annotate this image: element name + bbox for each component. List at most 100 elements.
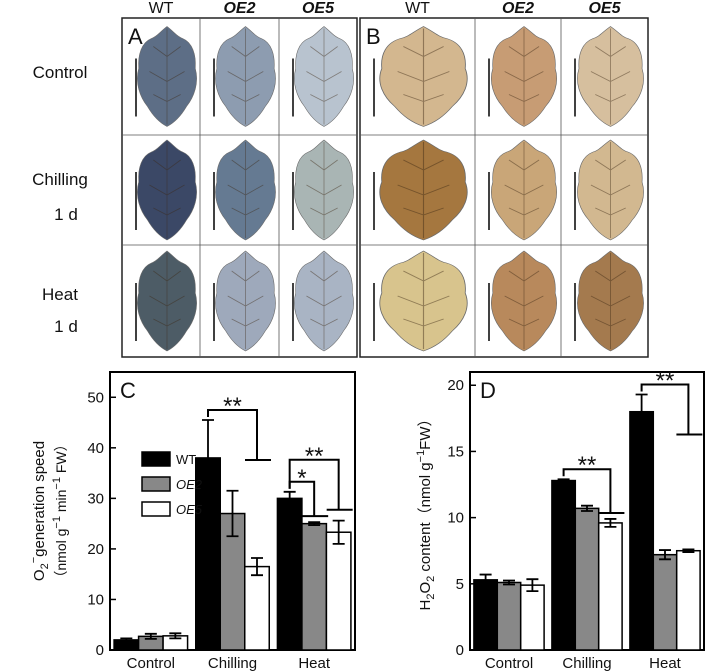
label-part: FW） bbox=[53, 437, 69, 477]
significance-label: * bbox=[297, 465, 306, 492]
column-header: WT bbox=[149, 0, 174, 17]
legend-swatch bbox=[141, 476, 171, 492]
label-part: 2 bbox=[39, 563, 51, 569]
leaf bbox=[490, 139, 558, 241]
leaf-vein bbox=[590, 253, 631, 349]
leaf-photo bbox=[137, 139, 197, 241]
leaf-vein bbox=[149, 253, 185, 349]
y-tick-label: 20 bbox=[87, 541, 104, 558]
x-tick-label: Heat bbox=[649, 655, 682, 671]
leaf bbox=[490, 250, 558, 352]
panel-label: A bbox=[128, 24, 143, 49]
error-bar bbox=[604, 518, 617, 528]
leaf-vein bbox=[227, 28, 264, 125]
y-tick-label: 5 bbox=[456, 576, 464, 593]
y-axis-label: （nmol g−1 min−1 FW） bbox=[51, 437, 69, 584]
leaf bbox=[577, 139, 644, 241]
panel-label: D bbox=[480, 378, 496, 403]
y-tick-label: 15 bbox=[447, 443, 464, 460]
leaf-photo bbox=[215, 139, 276, 241]
error-bar bbox=[169, 632, 182, 640]
leaf bbox=[577, 250, 644, 352]
error-bar bbox=[503, 579, 515, 586]
error-bar bbox=[581, 504, 593, 512]
leaf-photo bbox=[137, 250, 197, 352]
bar bbox=[675, 549, 701, 651]
y-tick-label: 20 bbox=[447, 377, 464, 394]
bar bbox=[473, 579, 499, 651]
label-part: FW） bbox=[417, 411, 434, 449]
column-header: OE5 bbox=[588, 0, 621, 17]
x-tick-label: Control bbox=[127, 655, 175, 671]
leaf-vein bbox=[397, 28, 450, 125]
error-bar bbox=[479, 573, 492, 587]
leaf-photo bbox=[490, 250, 558, 352]
leaf-photo bbox=[490, 139, 558, 241]
leaf-vein bbox=[504, 28, 544, 125]
leaf-vein bbox=[590, 28, 631, 125]
error-bar bbox=[635, 393, 648, 430]
label-part: 2 bbox=[425, 576, 437, 582]
leaf-photo bbox=[294, 26, 354, 127]
significance-label: ** bbox=[223, 393, 242, 420]
error-bar bbox=[659, 549, 671, 561]
error-bar bbox=[120, 637, 133, 643]
leaf bbox=[379, 26, 468, 127]
y-tick-label: 30 bbox=[87, 490, 104, 507]
row-label: 1 d bbox=[54, 317, 78, 336]
leaf bbox=[215, 250, 276, 352]
leaf-photo bbox=[577, 250, 644, 352]
leaf bbox=[490, 26, 558, 127]
leaf bbox=[379, 250, 468, 352]
leaf bbox=[215, 139, 276, 241]
column-header: WT bbox=[405, 0, 430, 17]
leaf-vein bbox=[397, 253, 450, 349]
legend-label: OE5 bbox=[176, 502, 203, 517]
label-part: −1 bbox=[51, 477, 63, 490]
leaf bbox=[577, 26, 644, 127]
y-tick-label: 0 bbox=[96, 642, 104, 659]
row-label: Heat bbox=[42, 285, 78, 304]
y-axis-label: O2−generation speed bbox=[28, 441, 51, 581]
significance-bracket bbox=[207, 409, 271, 462]
leaf-vein bbox=[590, 142, 631, 238]
column-header: OE2 bbox=[223, 0, 255, 17]
panel-label: B bbox=[366, 24, 381, 49]
significance-bracket bbox=[640, 383, 703, 436]
significance-label: ** bbox=[578, 452, 597, 479]
legend-label: WT bbox=[176, 452, 196, 467]
leaf bbox=[379, 139, 468, 241]
label-part: 2 bbox=[425, 594, 437, 600]
y-tick-label: 50 bbox=[87, 389, 104, 406]
leaf-vein bbox=[504, 142, 544, 238]
bar bbox=[519, 584, 545, 651]
bar bbox=[325, 531, 352, 651]
leaf-photo bbox=[577, 139, 644, 241]
leaf-photo bbox=[379, 26, 468, 127]
leaf bbox=[137, 139, 197, 241]
leaf bbox=[294, 139, 354, 241]
error-bar bbox=[308, 521, 321, 527]
label-part: generation speed bbox=[31, 441, 48, 557]
leaf-vein bbox=[149, 142, 185, 238]
significance-bracket bbox=[288, 458, 353, 511]
error-bar bbox=[226, 489, 239, 538]
leaf-vein bbox=[306, 253, 342, 349]
column-header: OE2 bbox=[502, 0, 534, 17]
y-tick-label: 40 bbox=[87, 440, 104, 457]
label-part: O bbox=[31, 569, 48, 581]
error-bar bbox=[144, 632, 157, 640]
y-axis-label: H2O2 content（nmol g−1FW） bbox=[415, 411, 437, 610]
error-bar bbox=[283, 490, 296, 506]
leaf-photo bbox=[379, 139, 468, 241]
label-part: H bbox=[417, 600, 434, 611]
error-bar bbox=[251, 557, 263, 577]
leaf-vein bbox=[504, 253, 544, 349]
leaf-photo bbox=[379, 250, 468, 352]
leaf-photo bbox=[137, 26, 197, 127]
bar bbox=[574, 507, 600, 651]
leaf-photo bbox=[577, 26, 644, 127]
bar bbox=[652, 553, 678, 651]
x-tick-label: Heat bbox=[298, 655, 331, 671]
leaf-photo bbox=[215, 250, 276, 352]
